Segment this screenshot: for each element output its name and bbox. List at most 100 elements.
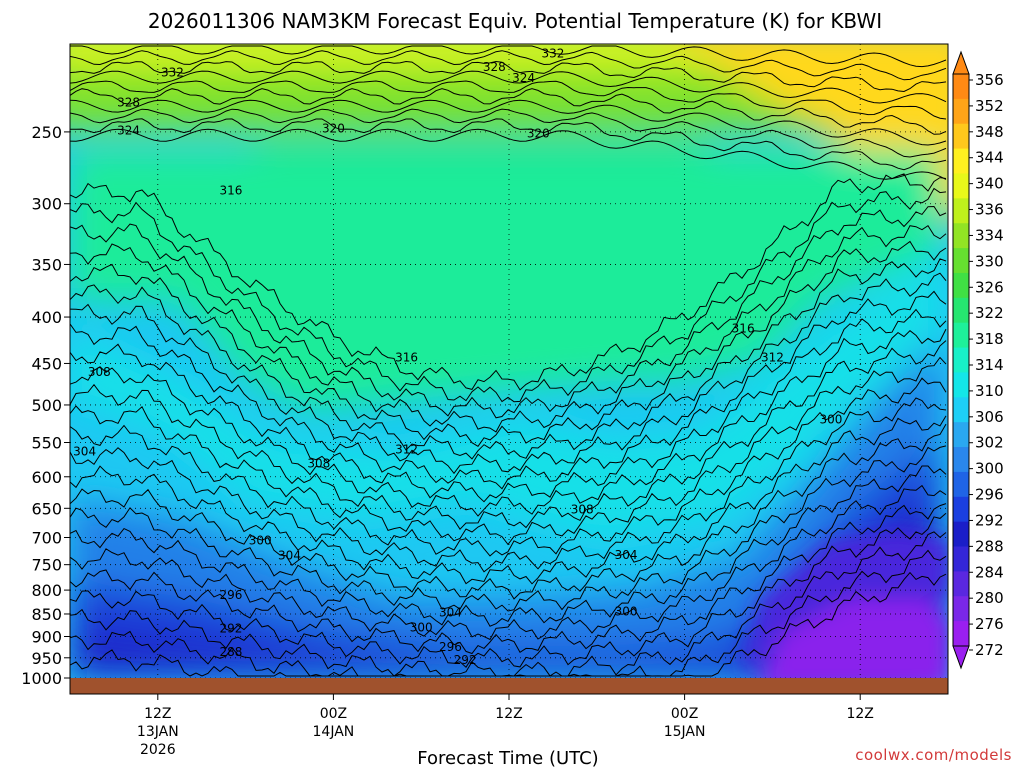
- x-tick-label: 00Z: [671, 706, 698, 722]
- gridlines: [70, 44, 948, 679]
- colorbar-swatch: [953, 223, 969, 249]
- contour-line: [70, 88, 947, 135]
- colorbar-label: 306: [975, 408, 1004, 426]
- y-tick-label: 650: [31, 499, 62, 518]
- colorbar-swatch: [953, 521, 969, 548]
- contour-label: 316: [395, 350, 418, 364]
- y-tick-label: 400: [31, 308, 62, 327]
- contour-label: 300: [249, 533, 272, 547]
- contour-label: 308: [88, 365, 111, 379]
- colorbar-swatch: [953, 546, 969, 572]
- contour-label: 304: [278, 549, 301, 563]
- colorbar-swatch: [953, 173, 969, 199]
- y-tick-label: 250: [31, 123, 62, 142]
- contour-line: [70, 99, 947, 146]
- colorbar-label: 322: [975, 304, 1004, 322]
- colorbar-label: 334: [975, 226, 1004, 244]
- contour-line: [70, 240, 947, 447]
- y-tick-label: 800: [31, 581, 62, 600]
- x-tick-label: 00Z: [320, 706, 347, 722]
- contour-line: [70, 356, 947, 546]
- contour-label: 332: [161, 65, 184, 79]
- colorbar-swatch: [953, 372, 969, 398]
- contour-line: [70, 50, 947, 81]
- colorbar-swatch: [953, 123, 969, 150]
- colorbar-label: 296: [975, 486, 1004, 504]
- contour-line: [70, 205, 947, 419]
- colorbar-swatch: [953, 198, 969, 224]
- contour-label: 300: [819, 413, 842, 427]
- contour-label: 320: [527, 126, 550, 140]
- y-tick-label: 700: [31, 528, 62, 547]
- colorbar-label: 314: [975, 356, 1004, 374]
- contour-label: 328: [117, 95, 140, 109]
- x-tick-label: 12Z: [846, 706, 873, 722]
- colorbar-swatch: [953, 571, 969, 597]
- contour-line: [70, 340, 947, 531]
- x-tick-year: 2026: [140, 742, 176, 758]
- colorbar-label: 284: [975, 563, 1004, 581]
- y-tick-label: 350: [31, 255, 62, 274]
- colorbar: 356 352 348 344 340 336 334 330 326 322 318 314 310 3…: [952, 50, 1004, 670]
- contour-labels: 332 332 328 328 324 324 320 320 316 316 316 312 312 3…: [73, 47, 842, 667]
- colorbar-label: 336: [975, 201, 1004, 219]
- contour-line: [70, 118, 947, 171]
- contour-line: [70, 187, 947, 403]
- y-tick-label: 950: [31, 649, 62, 668]
- contour-line: [70, 377, 947, 557]
- colorbar-swatch: [953, 74, 969, 100]
- y-tick-label: 750: [31, 556, 62, 575]
- x-axis: 12Z 13JAN 2026 00Z 14JAN 12Z 00Z 15JAN 12Z: [137, 694, 874, 758]
- colorbar-label: 292: [975, 511, 1004, 529]
- contour-label: 288: [220, 645, 243, 659]
- y-axis: 250 300 350 400 450 500 550 600 650 700 750 800 850 9…: [21, 123, 70, 688]
- contour-line: [70, 465, 947, 627]
- colorbar-swatch: [953, 596, 969, 622]
- contour-label: 324: [512, 71, 535, 85]
- credit-text: coolwx.com/models: [855, 746, 1012, 764]
- y-tick-label: 850: [31, 605, 62, 624]
- colorbar-label: 340: [975, 175, 1004, 193]
- contour-line: [70, 128, 947, 180]
- colorbar-swatch: [953, 621, 969, 647]
- contour-line: [70, 258, 947, 460]
- contour-line: [70, 290, 947, 490]
- colorbar-label: 300: [975, 460, 1004, 478]
- colorbar-label: 348: [975, 123, 1004, 141]
- contour-label: 292: [220, 622, 243, 636]
- heatmap-purple-edge: [740, 530, 948, 678]
- contour-line: [70, 108, 947, 158]
- heatmap-blue: [70, 340, 940, 678]
- contour-label: 304: [615, 548, 638, 562]
- x-tick-date: 13JAN: [137, 724, 179, 740]
- heatmap-green-outer: [70, 150, 940, 410]
- contour-label: 324: [117, 123, 140, 137]
- x-tick-date: 14JAN: [313, 724, 355, 740]
- contour-line: [70, 512, 947, 668]
- colorbar-label: 272: [975, 641, 1004, 659]
- colorbar-label: 318: [975, 330, 1004, 348]
- colorbar-label: 356: [975, 71, 1004, 89]
- colorbar-label: 326: [975, 278, 1004, 296]
- colorbar-label: 276: [975, 615, 1004, 633]
- colorbar-swatch: [953, 447, 969, 473]
- contour-line: [70, 173, 947, 391]
- colorbar-swatch: [953, 272, 969, 299]
- y-tick-label: 1000: [21, 669, 62, 688]
- contour-label: 312: [395, 443, 418, 457]
- contour-line: [70, 70, 947, 104]
- y-tick-label: 550: [31, 433, 62, 452]
- contour-label: 296: [220, 588, 243, 602]
- contour-line: [70, 60, 947, 93]
- colorbar-frame: [952, 73, 970, 647]
- x-tick-date: 15JAN: [664, 724, 706, 740]
- y-tick-label: 300: [31, 195, 62, 214]
- colorbar-swatch: [953, 397, 969, 423]
- contour-label: 316: [732, 322, 755, 336]
- contour-label: 332: [541, 47, 564, 61]
- contour-line: [70, 224, 947, 433]
- colorbar-label: 344: [975, 149, 1004, 167]
- contour-line: [70, 503, 947, 655]
- y-tick-label: 900: [31, 627, 62, 646]
